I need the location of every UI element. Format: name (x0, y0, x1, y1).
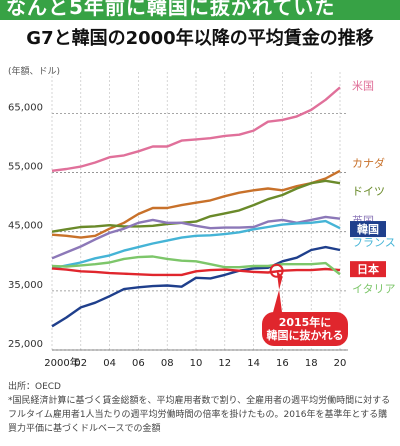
header-banner-text: なんと5年前に韓国に抜かれていた (6, 0, 336, 19)
x-tick-label: 2000年 (44, 356, 79, 369)
series-label-イタリア: イタリア (352, 282, 396, 295)
series-line-英国 (51, 215, 341, 260)
y-tick-label: 35,000 (8, 280, 43, 291)
series-label-米国: 米国 (352, 79, 374, 92)
x-tick-label: 14 (247, 358, 260, 369)
series-line-フランス (51, 219, 341, 270)
annotation-bubble (262, 312, 348, 346)
annotation-text: 2015年に (279, 315, 332, 329)
x-tick-label: 20 (334, 358, 347, 369)
x-tick-label: 12 (218, 358, 231, 369)
y-tick-label: 65,000 (8, 102, 43, 113)
y-tick-label: 55,000 (8, 162, 43, 173)
x-tick-label: 10 (190, 358, 203, 369)
y-axis-unit-label: (年額、ドル) (8, 67, 61, 77)
series-label-ドイツ: ドイツ (352, 185, 385, 198)
series-badge-日本 (350, 261, 386, 278)
x-tick-label: 06 (132, 358, 145, 369)
header-banner: なんと5年前に韓国に抜かれていた (0, 0, 400, 20)
annotation-text: 韓国に抜かれる (267, 328, 344, 342)
series-badge-韓国 (350, 221, 386, 238)
series-line-ドイツ (51, 179, 341, 233)
method-note: *国民経済計算に基づく賃金総額を、平均雇用者数で割り、全雇用者の週平均労働時間に… (8, 396, 391, 434)
y-tick-label: 25,000 (8, 339, 43, 350)
series-label-フランス: フランス (352, 236, 396, 249)
chart-footer: 出所：OECD *国民経済計算に基づく賃金総額を、平均雇用者数で割り、全雇用者の… (8, 380, 393, 436)
series-line-韓国 (51, 245, 341, 328)
series-line-米国 (51, 86, 341, 172)
source-note: 出所：OECD (8, 382, 61, 392)
x-tick-label: 18 (305, 358, 318, 369)
x-tick-label: 08 (161, 358, 174, 369)
series-line-イタリア (51, 255, 341, 276)
x-tick-label: 02 (74, 358, 87, 369)
chart-title: G7と韓国の2000年以降の平均賃金の推移 (26, 28, 374, 49)
series-label-カナダ: カナダ (352, 156, 385, 170)
series-line-日本 (51, 267, 341, 277)
annotation-marker (269, 263, 284, 278)
series-label-韓国: 韓国 (357, 222, 379, 236)
series-line-カナダ (51, 169, 341, 239)
y-tick-label: 45,000 (8, 221, 43, 232)
x-tick-label: 04 (103, 358, 116, 369)
x-tick-label: 16 (276, 358, 289, 369)
series-label-日本: 日本 (357, 262, 379, 276)
annotation-pointer (272, 270, 283, 316)
